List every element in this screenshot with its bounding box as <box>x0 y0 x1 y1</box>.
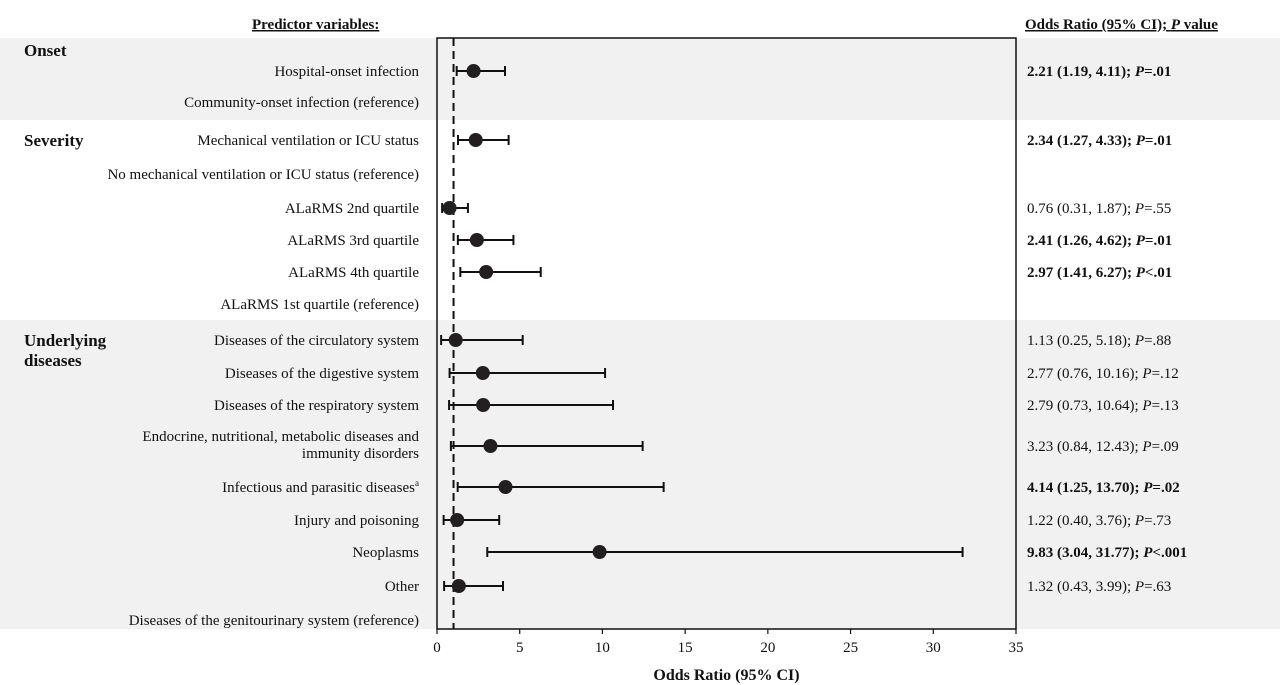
result-label: 1.13 (0.25, 5.18); P=.88 <box>1027 333 1171 349</box>
point-estimate <box>498 480 513 494</box>
predictor-label: ALaRMS 3rd quartile <box>287 233 419 249</box>
point-estimate <box>448 333 463 347</box>
predictor-label: Community-onset infection (reference) <box>184 95 419 111</box>
predictor-label: ALaRMS 2nd quartile <box>285 201 419 217</box>
x-tick-label: 15 <box>678 640 693 656</box>
group-band-0 <box>0 38 1280 120</box>
point-estimate <box>469 233 484 247</box>
point-estimate <box>479 265 494 279</box>
point-estimate <box>450 513 465 527</box>
result-label: 4.14 (1.25, 13.70); P=.02 <box>1027 480 1180 496</box>
predictor-label: Neoplasms <box>352 545 419 561</box>
point-estimate <box>483 439 498 453</box>
point-estimate <box>476 398 491 412</box>
result-label: 1.32 (0.43, 3.99); P=.63 <box>1027 579 1171 595</box>
result-label: 2.34 (1.27, 4.33); P=.01 <box>1027 133 1172 149</box>
predictor-label: Diseases of the digestive system <box>225 366 419 382</box>
result-label: 2.77 (0.76, 10.16); P=.12 <box>1027 366 1179 382</box>
predictor-label: ALaRMS 1st quartile (reference) <box>220 297 419 313</box>
predictor-label: Other <box>385 579 419 595</box>
result-labels: 2.21 (1.19, 4.11); P=.01 2.34 (1.27, 4.33… <box>1027 64 1187 595</box>
result-label: 2.97 (1.41, 6.27); P<.01 <box>1027 265 1172 281</box>
x-tick-label: 20 <box>760 640 775 656</box>
x-tick-label: 0 <box>433 640 441 656</box>
predictor-label: Injury and poisoning <box>294 513 419 529</box>
x-tick-label: 30 <box>926 640 941 656</box>
result-label: 3.23 (0.84, 12.43); P=.09 <box>1027 439 1179 455</box>
x-tick-label: 10 <box>595 640 610 656</box>
result-label: 1.22 (0.40, 3.76); P=.73 <box>1027 513 1171 529</box>
predictor-label: Diseases of the circulatory system <box>214 333 419 349</box>
point-estimate <box>466 64 481 78</box>
estimate-marks <box>440 64 964 593</box>
predictors-header: Predictor variables: <box>252 17 379 33</box>
point-estimate <box>451 579 466 593</box>
group-bands <box>0 38 1280 629</box>
group-label: Underlying diseases <box>24 331 107 370</box>
predictor-label: No mechanical ventilation or ICU status … <box>107 167 419 183</box>
point-estimate <box>475 366 490 380</box>
group-label: Onset <box>24 41 67 60</box>
point-estimate <box>468 133 483 147</box>
group-label: Severity <box>24 131 84 150</box>
result-label: 2.79 (0.73, 10.64); P=.13 <box>1027 398 1179 414</box>
point-estimate <box>592 545 607 559</box>
point-estimate <box>442 201 457 215</box>
result-label: 9.83 (3.04, 31.77); P<.001 <box>1027 545 1187 561</box>
predictor-label: Infectious and parasitic diseasesa <box>222 478 419 496</box>
predictor-label: Diseases of the respiratory system <box>214 398 419 414</box>
result-label: 0.76 (0.31, 1.87); P=.55 <box>1027 201 1171 217</box>
predictor-labels: Hospital-onset infection Community-onset … <box>107 64 419 629</box>
x-tick-label: 25 <box>843 640 858 656</box>
result-label: 2.21 (1.19, 4.11); P=.01 <box>1027 64 1171 80</box>
predictor-label: ALaRMS 4th quartile <box>288 265 419 281</box>
predictor-label: Mechanical ventilation or ICU status <box>197 133 419 149</box>
x-tick-label: 5 <box>516 640 524 656</box>
result-label: 2.41 (1.26, 4.62); P=.01 <box>1027 233 1172 249</box>
plot-frame <box>436 37 1017 630</box>
predictor-label: Diseases of the genitourinary system (re… <box>129 613 419 629</box>
predictor-label: Hospital-onset infection <box>274 64 419 80</box>
x-tick-label: 35 <box>1009 640 1024 656</box>
result-header: Odds Ratio (95% CI); P value <box>1025 17 1218 33</box>
x-axis: 0 5 10 15 20 25 30 35 <box>433 629 1024 656</box>
group-band-2 <box>0 320 1280 629</box>
group-labels: Onset Severity Underlying diseases <box>24 41 107 370</box>
predictor-label: Endocrine, nutritional, metabolic diseas… <box>142 429 419 462</box>
x-axis-label: Odds Ratio (95% CI) <box>653 667 799 684</box>
